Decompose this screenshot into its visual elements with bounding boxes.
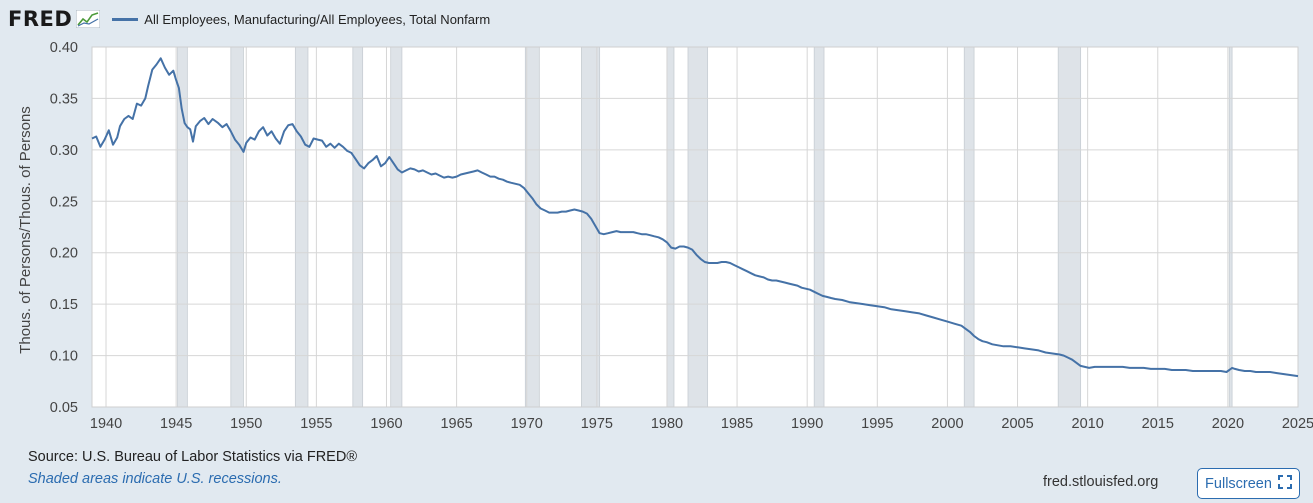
x-tick-label: 2000 bbox=[931, 416, 963, 432]
legend-swatch bbox=[112, 17, 139, 21]
x-tick-label: 2010 bbox=[1072, 416, 1104, 432]
y-tick-label: 0.35 bbox=[50, 91, 78, 107]
site-link[interactable]: fred.stlouisfed.org bbox=[1043, 474, 1159, 490]
recession-band bbox=[294, 46, 309, 408]
fullscreen-icon bbox=[1277, 474, 1292, 493]
y-tick-label: 0.10 bbox=[50, 349, 78, 365]
x-tick-label: 1960 bbox=[370, 416, 402, 432]
y-tick-label: 0.05 bbox=[50, 400, 78, 416]
recession-band bbox=[813, 46, 825, 408]
recession-note: Shaded areas indicate U.S. recessions. bbox=[28, 471, 282, 487]
recession-band bbox=[666, 46, 675, 408]
x-tick-label: 1980 bbox=[651, 416, 683, 432]
x-tick-label: 1970 bbox=[511, 416, 543, 432]
x-axis-ticks: 1940 1945 1950 1955 1960 1965 1970 1975 1980 1985… bbox=[90, 416, 1313, 432]
chart-legend[interactable]: All Employees, Manufacturing/All Employe… bbox=[112, 12, 490, 27]
x-tick-label: 1995 bbox=[861, 416, 893, 432]
x-tick-label: 2015 bbox=[1142, 416, 1174, 432]
source-text: Source: U.S. Bureau of Labor Statistics … bbox=[28, 449, 358, 465]
y-tick-label: 0.15 bbox=[50, 297, 78, 313]
x-tick-label: 1975 bbox=[581, 416, 613, 432]
x-tick-label: 1985 bbox=[721, 416, 753, 432]
chart-canvas: 0.050.100.150.200.250.300.350.40 1940 194… bbox=[17, 40, 1313, 432]
recession-band bbox=[1057, 46, 1082, 408]
y-axis-ticks: 0.05 0.10 0.15 0.20 0.25 0.30 0.35 0.40 bbox=[50, 40, 78, 416]
x-tick-label: 1990 bbox=[791, 416, 823, 432]
recession-bands bbox=[92, 46, 1298, 408]
fullscreen-button[interactable]: Fullscreen bbox=[1197, 468, 1300, 499]
series-line[interactable] bbox=[91, 57, 1299, 378]
y-axis-label: Thous. of Persons/Thous. of Persons bbox=[17, 106, 34, 354]
grid-lines bbox=[91, 46, 1299, 408]
recession-band bbox=[963, 46, 975, 408]
x-tick-label: 1965 bbox=[440, 416, 472, 432]
trend-chart-icon bbox=[76, 10, 101, 28]
x-tick-label: 1955 bbox=[300, 416, 332, 432]
recession-band bbox=[390, 46, 403, 408]
recession-band bbox=[1228, 46, 1233, 408]
x-tick-label: 2005 bbox=[1001, 416, 1033, 432]
fred-logo[interactable]: FRED bbox=[8, 7, 73, 31]
recession-band bbox=[524, 46, 540, 408]
x-tick-label: 1945 bbox=[160, 416, 192, 432]
fullscreen-label: Fullscreen bbox=[1205, 475, 1272, 492]
x-tick-label: 2025 bbox=[1282, 416, 1313, 432]
recession-band bbox=[352, 46, 364, 408]
x-tick-label: 1950 bbox=[230, 416, 262, 432]
y-tick-label: 0.20 bbox=[50, 246, 78, 262]
recession-band bbox=[177, 46, 188, 408]
y-tick-label: 0.25 bbox=[50, 194, 78, 210]
plot-border bbox=[91, 46, 1299, 408]
x-tick-label: 2020 bbox=[1212, 416, 1244, 432]
recession-band bbox=[230, 46, 244, 408]
y-tick-label: 0.40 bbox=[50, 40, 78, 56]
series-lines bbox=[91, 57, 1299, 378]
legend-label: All Employees, Manufacturing/All Employe… bbox=[144, 11, 491, 27]
x-tick-label: 1940 bbox=[90, 416, 122, 432]
y-tick-label: 0.30 bbox=[50, 143, 78, 159]
recession-band bbox=[687, 46, 709, 408]
chart-header: FRED All Employees, Manufacturing/All Em… bbox=[8, 6, 490, 32]
